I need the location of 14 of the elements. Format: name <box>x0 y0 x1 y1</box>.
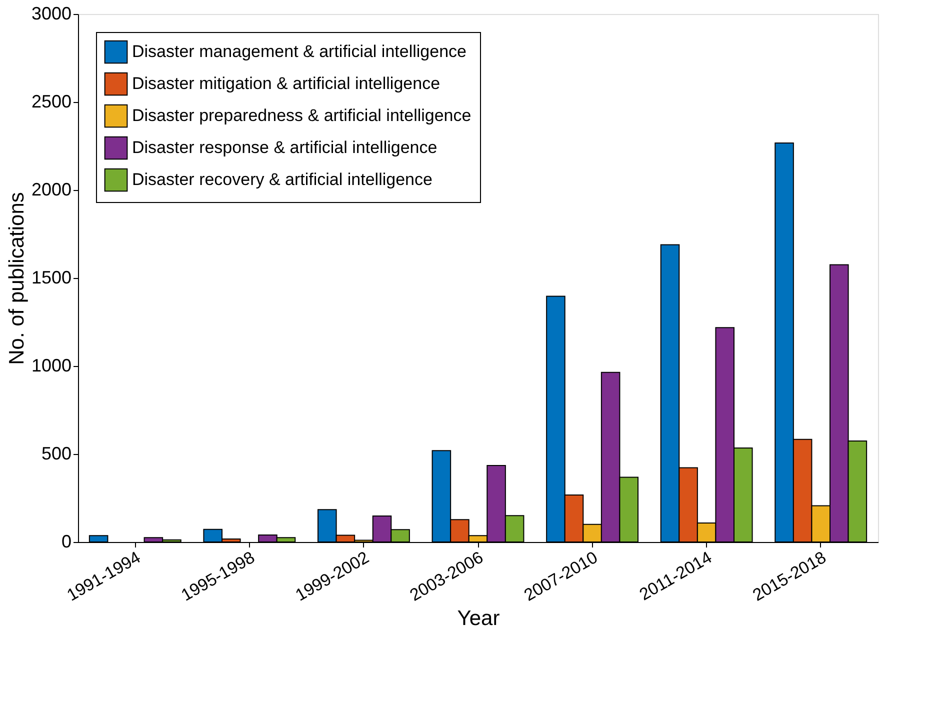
legend-label: Disaster mitigation & artificial intelligence <box>132 74 440 93</box>
legend-label: Disaster preparedness & artificial intelligence <box>132 106 472 125</box>
x-axis-title: Year <box>457 607 500 630</box>
y-axis-title: No. of publications <box>5 192 28 365</box>
y-tick-label: 1000 <box>31 356 72 376</box>
legend-label: Disaster recovery & artificial intelligence <box>132 170 432 189</box>
y-tick-label: 1500 <box>31 268 72 288</box>
legend-label: Disaster response & artificial intelligence <box>132 138 438 157</box>
y-tick-label: 2500 <box>31 92 72 112</box>
y-tick-label: 2000 <box>31 180 72 200</box>
legend-label: Disaster management & artificial intelligence <box>132 42 466 61</box>
y-tick-label: 0 <box>61 532 72 552</box>
y-tick-label: 3000 <box>31 4 72 24</box>
y-tick-label: 500 <box>41 444 72 464</box>
